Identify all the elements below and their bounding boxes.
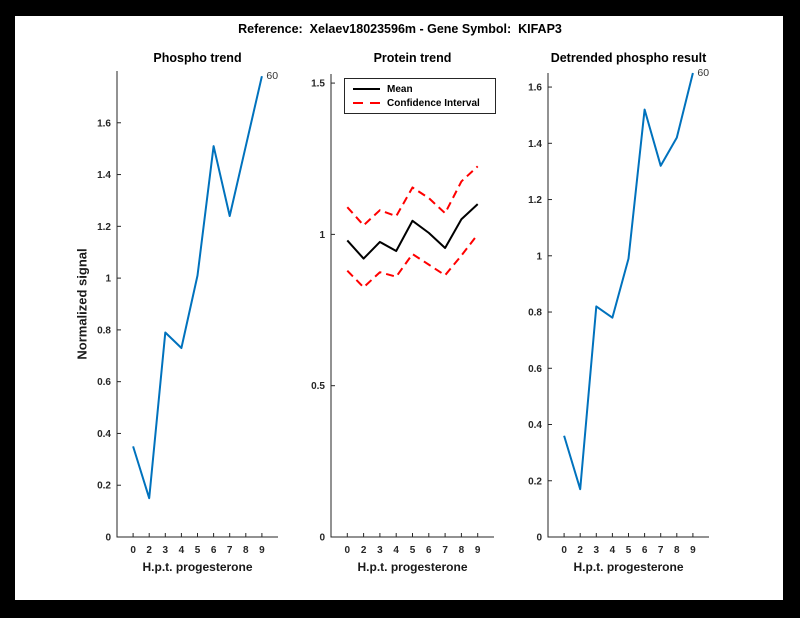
x-tick-label: 3 [377, 545, 383, 556]
y-tick-label: 0.4 [97, 429, 111, 440]
x-tick-label: 7 [658, 545, 664, 556]
x-axis-label-1: H.p.t. progesterone [142, 560, 253, 574]
x-axis-label-3: H.p.t. progesterone [573, 560, 684, 574]
x-tick-label: 4 [393, 545, 399, 556]
x-tick-label: 7 [227, 545, 233, 556]
axes-spines [330, 74, 494, 538]
series-line [346, 165, 479, 227]
x-tick-label: 9 [259, 545, 265, 556]
legend-row-confidence-interval: Confidence Interval [353, 96, 495, 110]
x-tick-label: 0 [130, 545, 136, 556]
x-tick-label: 9 [690, 545, 696, 556]
y-tick-label: 1 [105, 274, 111, 285]
detrended-phospho-title: Detrended phospho result [550, 51, 707, 65]
series-line [132, 75, 263, 500]
y-tick-label: 1.6 [528, 83, 542, 94]
x-axis-label-2: H.p.t. progesterone [357, 560, 468, 574]
legend-row-mean: Mean [353, 82, 495, 96]
y-tick-label: 0 [319, 533, 325, 544]
series-line [346, 203, 479, 260]
x-tick-label: 8 [243, 545, 249, 556]
y-tick-label: 0.2 [528, 476, 542, 487]
axes-spines [116, 71, 278, 538]
x-tick-label: 2 [146, 545, 152, 556]
x-tick-label: 6 [211, 545, 217, 556]
y-tick-label: 1.2 [97, 222, 111, 233]
y-tick-label: 0.5 [311, 381, 325, 392]
x-tick-label: 3 [594, 545, 600, 556]
x-tick-label: 9 [475, 545, 481, 556]
x-tick-label: 2 [577, 545, 583, 556]
x-tick-label: 4 [179, 545, 185, 556]
confidence-interval-line-sample-icon [353, 102, 380, 104]
axes-spines [547, 73, 709, 538]
y-tick-label: 0 [105, 533, 111, 544]
x-tick-label: 6 [642, 545, 648, 556]
x-tick-label: 5 [626, 545, 632, 556]
x-tick-label: 0 [561, 545, 567, 556]
legend-label-mean: Mean [387, 83, 413, 95]
legend: Mean Confidence Interval [344, 78, 496, 114]
y-tick-label: 0 [536, 533, 542, 544]
x-tick-label: 3 [163, 545, 169, 556]
protein-trend-title: Protein trend [373, 51, 452, 65]
y-tick-label: 1 [319, 230, 325, 241]
y-tick-label: 0.2 [97, 481, 111, 492]
x-tick-label: 7 [442, 545, 448, 556]
series-line [346, 233, 479, 289]
x-tick-label: 0 [345, 545, 351, 556]
y-tick-label: 1.2 [528, 195, 542, 206]
data-point-annotation: 60 [697, 67, 709, 79]
y-tick-label: 0.8 [97, 325, 111, 336]
y-tick-label: 1.5 [311, 79, 325, 90]
legend-label-confidence-interval: Confidence Interval [387, 97, 480, 109]
x-tick-label: 4 [610, 545, 616, 556]
y-tick-label: 0.6 [97, 377, 111, 388]
y-tick-label: 1.4 [528, 139, 542, 150]
x-tick-label: 2 [361, 545, 367, 556]
phospho-trend-title: Phospho trend [153, 51, 242, 65]
x-tick-label: 6 [426, 545, 432, 556]
y-tick-label: 0.4 [528, 420, 542, 431]
x-tick-label: 5 [195, 545, 201, 556]
x-tick-label: 8 [674, 545, 680, 556]
x-tick-label: 8 [459, 545, 465, 556]
data-point-annotation: 60 [266, 70, 278, 82]
y-tick-label: 1.4 [97, 170, 111, 181]
y-tick-label: 0.8 [528, 308, 542, 319]
mean-line-sample-icon [353, 88, 380, 90]
y-tick-label: 0.6 [528, 364, 542, 375]
y-tick-label: 1.6 [97, 118, 111, 129]
x-tick-label: 5 [410, 545, 416, 556]
series-line [563, 72, 694, 491]
y-tick-label: 1 [536, 251, 542, 262]
figure-title: Reference: Xelaev18023596m - Gene Symbol… [238, 22, 562, 36]
